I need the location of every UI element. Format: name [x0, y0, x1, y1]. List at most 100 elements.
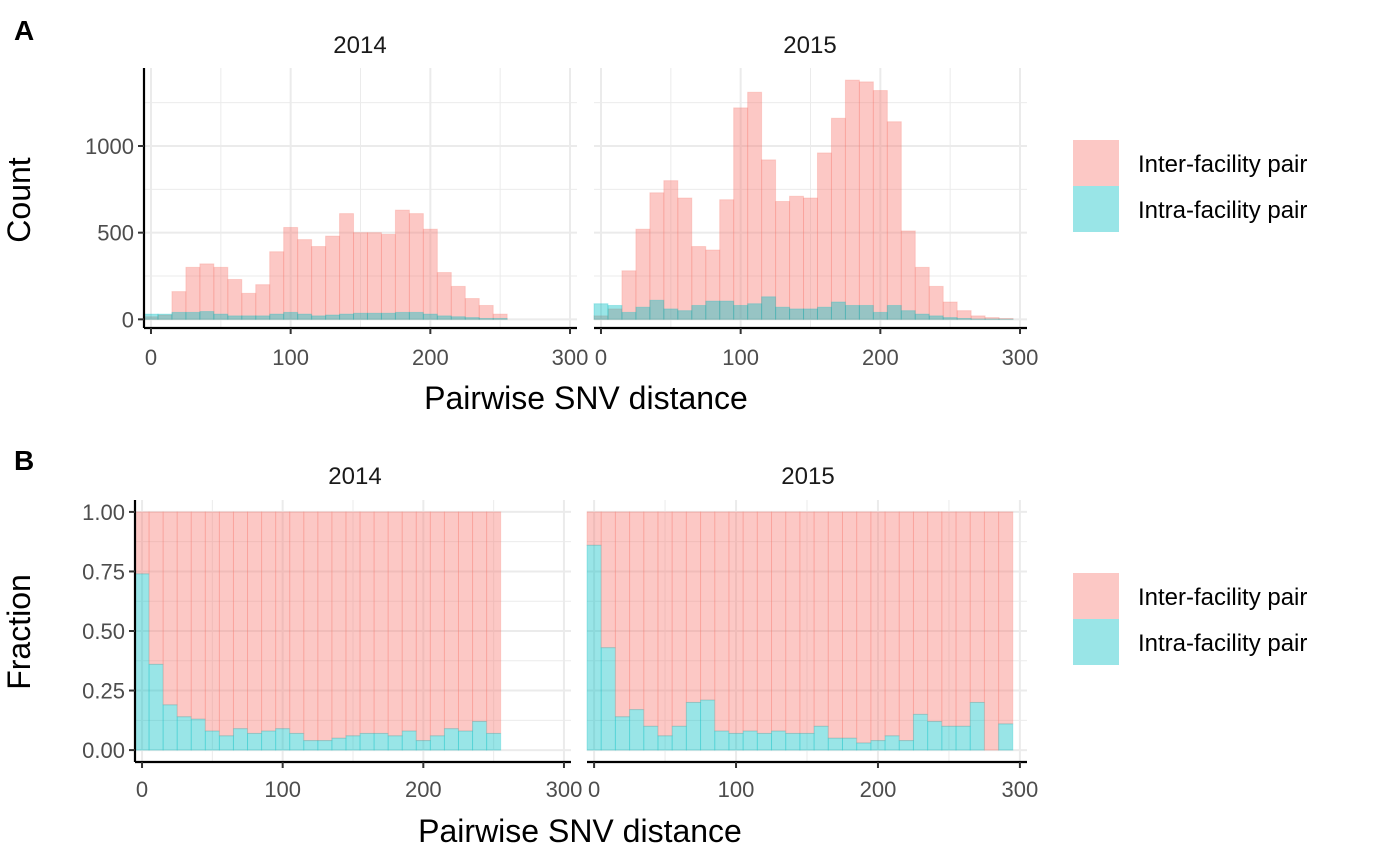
bar-inter-facility [269, 251, 285, 320]
bar-inter-facility [719, 199, 735, 320]
bar-intra-facility [685, 701, 702, 751]
bar-inter-facility [190, 511, 206, 720]
bar-intra-facility [261, 730, 277, 751]
bar-intra-facility [387, 735, 403, 751]
bar-inter-facility [705, 249, 721, 320]
bar-inter-facility [422, 228, 438, 320]
bar-inter-facility [884, 511, 900, 737]
bar-inter-facility [380, 233, 396, 320]
y-tick-label: 0.00 [82, 738, 125, 763]
bar-intra-facility [317, 740, 333, 751]
bars [134, 511, 502, 751]
bar-inter-facility [415, 511, 431, 742]
bar-inter-facility [700, 511, 716, 701]
bar-inter-facility [317, 511, 333, 742]
bar-intra-facility [858, 304, 874, 320]
bar-intra-facility [941, 725, 957, 751]
bar-intra-facility [813, 725, 829, 751]
bar-intra-facility [969, 701, 985, 751]
panel-a-x-axis-title: Pairwise SNV distance [424, 380, 748, 416]
bar-inter-facility [761, 159, 777, 320]
bar-inter-facility [492, 313, 508, 320]
bar-inter-facility [345, 511, 361, 737]
bar-intra-facility [714, 730, 730, 751]
x-tick-label: 0 [595, 345, 607, 370]
bar-inter-facility [841, 511, 858, 739]
bar-intra-facility [275, 728, 291, 751]
bar-inter-facility [185, 266, 201, 320]
bar-inter-facility [677, 197, 693, 320]
bar-intra-facility [747, 303, 763, 320]
bar-intra-facility [614, 716, 631, 751]
bar-intra-facility [457, 730, 474, 751]
bar-inter-facility [255, 284, 271, 320]
y-tick-label: 1.00 [82, 500, 125, 525]
bar-intra-facility [956, 317, 972, 320]
bar-intra-facility [927, 721, 943, 751]
bar-intra-facility [492, 317, 508, 320]
x-tick-label: 300 [1002, 345, 1039, 370]
bar-inter-facility [747, 91, 763, 320]
bar-inter-facility [394, 209, 410, 320]
bar-intra-facility [394, 311, 410, 320]
bar-intra-facility [247, 732, 263, 751]
bar-inter-facility [586, 511, 602, 546]
bar-inter-facility [898, 511, 914, 742]
bar-inter-facility [227, 278, 243, 320]
bar-intra-facility [204, 730, 220, 751]
bar-intra-facility [199, 311, 215, 320]
bar-intra-facility [830, 301, 846, 320]
legend-key-inter-facility [1073, 140, 1119, 186]
bar-intra-facility [162, 704, 178, 751]
bar-inter-facility [872, 90, 888, 320]
bar-inter-facility [443, 511, 459, 730]
bar-inter-facility [649, 192, 665, 320]
bar-inter-facility [998, 317, 1014, 320]
bar-intra-facility [436, 315, 452, 320]
panel-a-facet-2014: 0 100 200 300 0 500 1000 [85, 68, 588, 370]
bar-inter-facility [928, 285, 944, 320]
panel-a-facet-2015: 0 100 200 300 [593, 68, 1039, 370]
bar-intra-facility [176, 716, 192, 751]
bar-inter-facility [858, 81, 874, 320]
bar-inter-facility [927, 511, 943, 723]
x-tick-label: 100 [272, 345, 309, 370]
bar-inter-facility [983, 511, 1000, 751]
bar-inter-facility [827, 511, 843, 739]
bar-intra-facility [607, 304, 623, 320]
bar-inter-facility [813, 511, 829, 727]
bar-intra-facility [775, 306, 791, 320]
panel-a-legend: Inter-facility pair Intra-facility pair [1073, 140, 1307, 232]
bar-inter-facility [984, 317, 1000, 320]
bar-intra-facility [283, 311, 299, 320]
grid [135, 500, 571, 762]
x-tick-label: 200 [412, 345, 449, 370]
bar-intra-facility [185, 311, 201, 320]
x-tick-label: 200 [405, 777, 442, 802]
bar-inter-facility [844, 79, 860, 320]
bar-intra-facility [643, 725, 659, 751]
bar-intra-facility [756, 732, 773, 751]
bar-inter-facility [691, 246, 707, 320]
bar-intra-facility [450, 316, 466, 320]
bar-inter-facility [742, 511, 758, 732]
legend-key-intra-facility [1073, 186, 1119, 232]
bar-intra-facility [345, 735, 361, 751]
panel-b-facet-2015: 0 100 200 300 [586, 500, 1038, 802]
panel-b-tag: B [14, 445, 34, 476]
bar-inter-facility [785, 511, 801, 734]
bar-intra-facility [241, 315, 257, 320]
bar-intra-facility [359, 732, 375, 751]
bar-intra-facility [269, 313, 285, 320]
bar-inter-facility [204, 511, 220, 732]
bar-intra-facility [742, 730, 758, 751]
legend-label-intra-facility: Intra-facility pair [1138, 197, 1307, 224]
panel-b-strip-2015: 2015 [781, 463, 834, 490]
y-tick-label: 0 [122, 307, 134, 332]
bar-inter-facility [247, 511, 263, 734]
bar-intra-facility [785, 732, 801, 751]
legend-label-inter-facility: Inter-facility pair [1138, 151, 1307, 178]
bar-intra-facility [771, 730, 787, 751]
bar-inter-facility [643, 511, 659, 727]
